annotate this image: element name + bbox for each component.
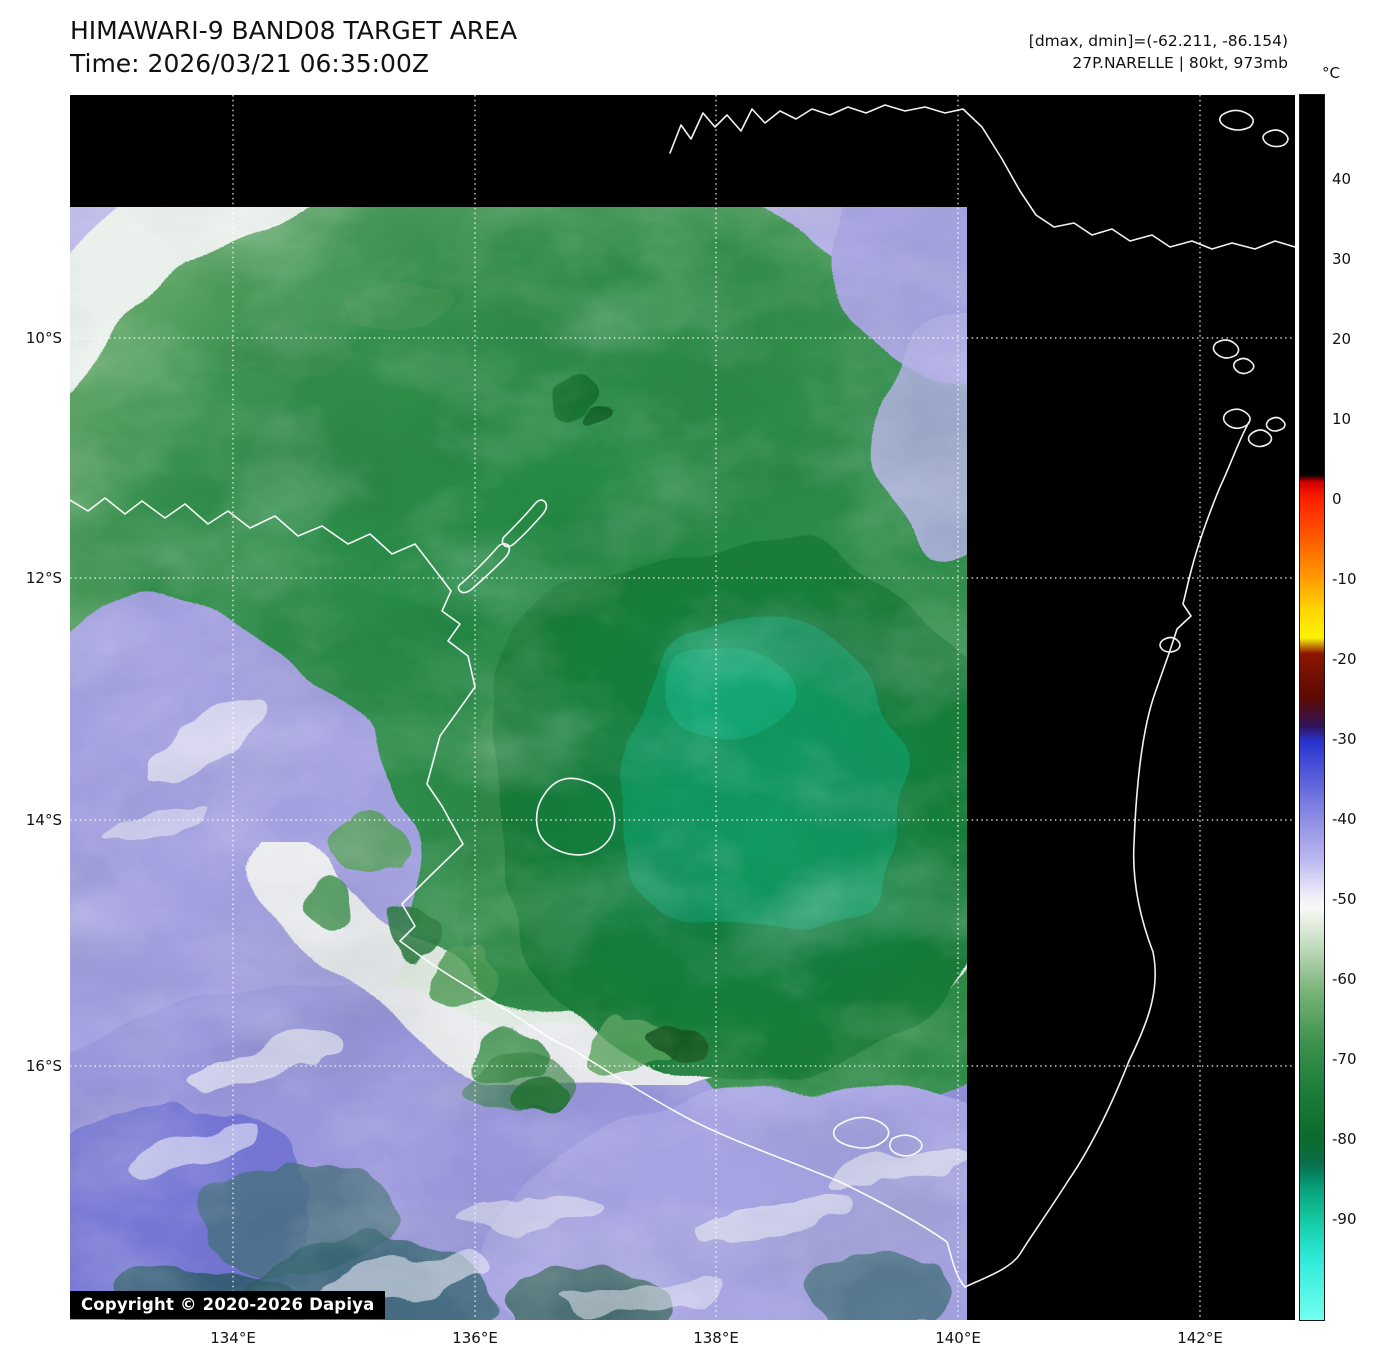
colorbar xyxy=(1299,94,1325,1321)
copyright-badge: Copyright © 2020-2026 Dapiya xyxy=(70,1291,386,1319)
colorbar-tick-label: 10 xyxy=(1332,410,1352,428)
range-info-label: [dmax, dmin]=(-62.211, -86.154) xyxy=(1028,32,1288,50)
lon-tick-label: 138°E xyxy=(693,1329,739,1347)
island-outline xyxy=(1218,109,1254,131)
lat-tick-label: 12°S xyxy=(25,569,62,587)
lon-tick-label: 134°E xyxy=(210,1329,256,1347)
island-outline xyxy=(832,1116,890,1149)
colorbar-tick-label: -20 xyxy=(1332,650,1357,668)
satellite-swath xyxy=(70,207,967,1320)
colorbar-tick-label: -10 xyxy=(1332,570,1357,588)
coastline-gulf xyxy=(70,497,966,1288)
island-groote xyxy=(535,777,616,856)
satellite-map xyxy=(70,95,1295,1320)
graticule xyxy=(70,95,1295,1320)
storm-info-label: 27P.NARELLE | 80kt, 973mb xyxy=(1072,54,1288,72)
lat-tick-label: 10°S xyxy=(25,329,62,347)
figure-header: HIMAWARI-9 BAND08 TARGET AREA Time: 2026… xyxy=(70,14,517,80)
island-outline xyxy=(457,542,511,594)
colorbar-tick-label: 20 xyxy=(1332,330,1352,348)
timestamp-label: Time: 2026/03/21 06:35:00Z xyxy=(70,49,429,78)
lat-tick-label: 14°S xyxy=(25,811,62,829)
lon-tick-label: 140°E xyxy=(935,1329,981,1347)
colorbar-tick-label: -60 xyxy=(1332,970,1357,988)
colorbar-tick-label: -30 xyxy=(1332,730,1357,748)
coastlines xyxy=(70,104,1295,1288)
colorbar-tick-label: -40 xyxy=(1332,810,1357,828)
lat-tick-label: 16°S xyxy=(25,1057,62,1075)
island-outline xyxy=(1262,129,1289,148)
island-outline xyxy=(1159,636,1181,653)
coastline-cape-york xyxy=(964,421,1250,1288)
map-axes xyxy=(70,95,1295,1320)
island-outline xyxy=(1232,357,1255,375)
figure-subheader: [dmax, dmin]=(-62.211, -86.154) 27P.NARE… xyxy=(1029,30,1288,74)
island-outline xyxy=(889,1134,923,1157)
colorbar-tick-label: -50 xyxy=(1332,890,1357,908)
colorbar-unit-label: °C xyxy=(1322,64,1340,82)
coastline-png xyxy=(669,104,1295,250)
lon-tick-label: 136°E xyxy=(452,1329,498,1347)
island-outline xyxy=(1265,416,1286,432)
island-outline xyxy=(501,499,548,548)
island-outline xyxy=(1247,429,1273,448)
colorbar-tick-label: 40 xyxy=(1332,170,1352,188)
colorbar-tick-label: -80 xyxy=(1332,1130,1357,1148)
page-title: HIMAWARI-9 BAND08 TARGET AREA xyxy=(70,16,518,45)
colorbar-tick-label: 30 xyxy=(1332,250,1352,268)
colorbar-tick-label: -90 xyxy=(1332,1210,1357,1228)
lon-tick-label: 142°E xyxy=(1177,1329,1223,1347)
island-outline xyxy=(1212,339,1240,359)
colorbar-tick-label: -70 xyxy=(1332,1050,1357,1068)
colorbar-tick-label: 0 xyxy=(1332,490,1342,508)
